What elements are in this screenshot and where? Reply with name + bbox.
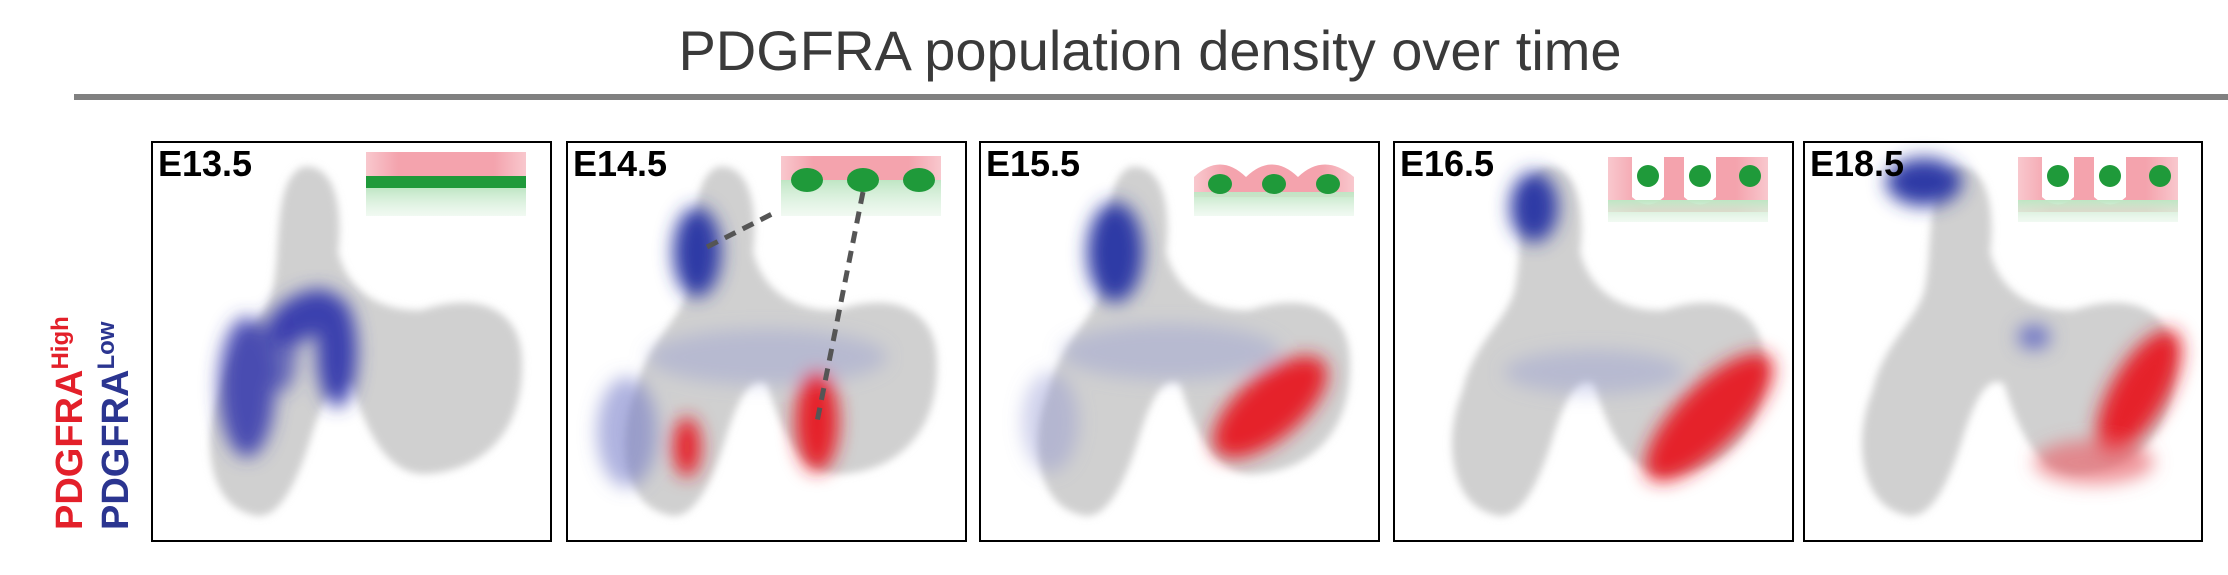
panel: E15.5 — [979, 141, 1380, 542]
panel-label: E16.5 — [1400, 143, 1494, 184]
panel: E18.5 — [1803, 141, 2203, 542]
panel: E16.5 — [1393, 141, 1794, 542]
figure-title: PDGFRA population density over time — [678, 19, 1621, 82]
y-label-sup: High — [47, 316, 74, 369]
y-label-high: PDGFRAHigh — [47, 316, 91, 530]
y-label-text: PDGFRA — [95, 370, 137, 530]
y-label-sup: Low — [93, 321, 120, 369]
panel-label: E15.5 — [986, 143, 1080, 184]
panel-label: E13.5 — [158, 143, 252, 184]
panel-label: E14.5 — [573, 143, 667, 184]
y-label-text: PDGFRA — [49, 370, 91, 530]
panel: E13.5 — [151, 141, 552, 542]
panel-label: E18.5 — [1810, 143, 1904, 184]
y-label-low: PDGFRALow — [93, 321, 137, 530]
panel: E14.5 — [566, 141, 967, 542]
